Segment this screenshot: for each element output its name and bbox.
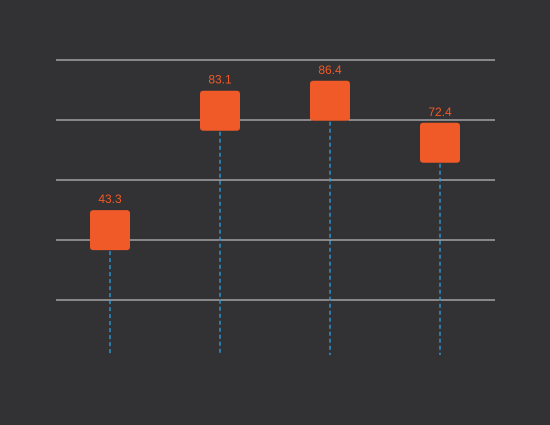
data-point-marker: [420, 122, 460, 163]
data-point-marker: [310, 80, 350, 121]
data-label: 83.1: [208, 73, 232, 87]
stem-layer: [109, 100, 441, 355]
grid-layer: [56, 59, 495, 301]
data-point-marker: [90, 210, 130, 251]
data-label: 86.4: [318, 63, 342, 77]
marker-layer: [90, 80, 460, 251]
data-label: 72.4: [428, 105, 452, 119]
label-layer: 43.3 83.1 86.4 72.4: [98, 63, 452, 206]
data-label: 43.3: [98, 192, 122, 206]
data-point-marker: [200, 90, 240, 131]
